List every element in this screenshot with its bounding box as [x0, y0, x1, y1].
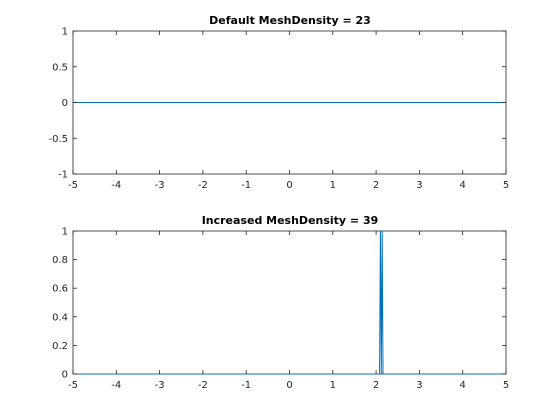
bottom-plot-xtick-label: 1 — [330, 380, 336, 391]
bottom-plot-xtick-label: 4 — [460, 380, 466, 391]
top-plot-ytick-label: -0.5 — [48, 134, 68, 145]
bottom-plot-ytick-label: 0.4 — [52, 312, 68, 323]
top-plot-xtick-label: 2 — [373, 180, 379, 191]
top-plot-xtick-label: -5 — [68, 180, 78, 191]
top-plot-xtick-label: 5 — [503, 180, 509, 191]
bottom-plot-ytick-label: 0.8 — [52, 255, 68, 266]
bottom-plot-xtick-label: 0 — [286, 380, 292, 391]
top-plot-xtick-label: -4 — [111, 180, 121, 191]
bottom-plot-xtick-label: 3 — [416, 380, 422, 391]
top-plot-ytick-label: 0 — [62, 98, 68, 109]
bottom-plot: Increased MeshDensity = 39 -5 -4 -3 -2 -1 0 1 2… — [52, 214, 509, 391]
bottom-plot-xtick-label: -3 — [155, 380, 165, 391]
bottom-plot-xtick-label: 2 — [373, 380, 379, 391]
top-plot-ytick-label: 0.5 — [52, 62, 68, 73]
top-plot-xtick-label: -2 — [198, 180, 208, 191]
bottom-plot-ytick-label: 0.6 — [52, 284, 68, 295]
bottom-plot-ytick-label: 1 — [62, 227, 68, 238]
bottom-plot-xtick-label: -5 — [68, 380, 78, 391]
bottom-plot-title: Increased MeshDensity = 39 — [202, 214, 379, 227]
top-plot-xtick-label: 4 — [460, 180, 466, 191]
top-plot-xtick-label: 0 — [286, 180, 292, 191]
bottom-plot-series-line-0 — [73, 230, 506, 375]
bottom-plot-xtick-label: -2 — [198, 380, 208, 391]
bottom-plot-xtick-label: -1 — [241, 380, 251, 391]
top-plot-xtick-label: -1 — [241, 180, 251, 191]
top-plot-xtick-label: 1 — [330, 180, 336, 191]
bottom-plot-xtick-label: -4 — [111, 380, 121, 391]
top-plot-ytick-label: 1 — [62, 27, 68, 38]
bottom-plot-ytick-label: 0.2 — [52, 341, 68, 352]
bottom-plot-xtick-label: 5 — [503, 380, 509, 391]
bottom-plot-ytick-label: 0 — [62, 370, 68, 381]
top-plot-ytick-label: -1 — [58, 170, 68, 181]
top-plot-xtick-label: -3 — [155, 180, 165, 191]
top-plot-xtick-label: 3 — [416, 180, 422, 191]
top-plot-title: Default MeshDensity = 23 — [209, 14, 371, 27]
bottom-plot-axes-box — [72, 230, 507, 375]
top-plot: Default MeshDensity = 23 -5 -4 -3 -2 -1 0 1 2 3 4… — [48, 14, 509, 191]
